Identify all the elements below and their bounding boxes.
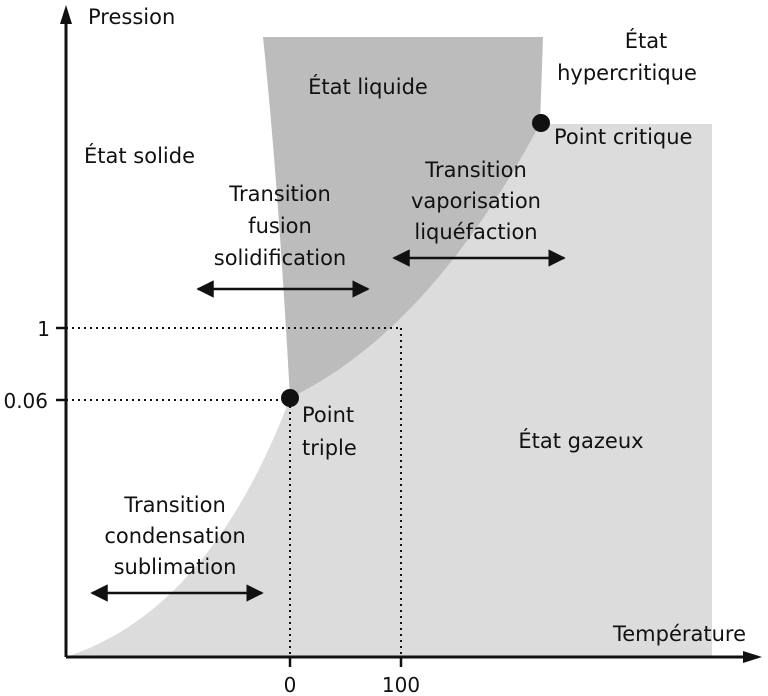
x-tick-0: 0 — [284, 673, 297, 696]
y-tick-0.06: 0.06 — [3, 389, 48, 413]
y-axis-label: Pression — [88, 5, 175, 29]
critical-point-marker — [532, 114, 550, 132]
vaporisation-label-line1: Transition — [424, 158, 527, 182]
x-axis-arrowhead — [743, 651, 762, 663]
y-axis-arrowhead — [60, 5, 72, 24]
solid-state-label: État solide — [84, 143, 195, 168]
vaporisation-label-line2: vaporisation — [411, 189, 541, 213]
triple-point-label-line1: Point — [302, 403, 354, 427]
critical-point-label: Point critique — [554, 125, 692, 149]
hypercritical-label-line2: hypercritique — [557, 61, 697, 85]
x-axis-label: Température — [612, 622, 746, 646]
guide-lines — [66, 327, 402, 657]
x-tick-100: 100 — [382, 673, 420, 696]
y-tick-1: 1 — [37, 317, 50, 341]
triple-point-marker — [281, 389, 299, 407]
triple-point-label-line2: triple — [302, 436, 357, 460]
sublimation-label-line1: Transition — [123, 493, 226, 517]
fusion-label-line2: fusion — [248, 214, 312, 238]
fusion-label-line1: Transition — [228, 182, 331, 206]
liquid-region — [263, 37, 543, 398]
tick-marks — [56, 326, 403, 667]
hypercritical-label-line1: État — [625, 28, 668, 53]
fusion-label-line3: solidification — [214, 246, 347, 270]
vaporisation-label-line3: liquéfaction — [414, 220, 537, 244]
liquid-state-label: État liquide — [308, 74, 428, 99]
sublimation-label-line2: condensation — [104, 524, 245, 548]
sublimation-label-line3: sublimation — [114, 555, 237, 579]
gas-state-label: État gazeux — [518, 428, 643, 453]
